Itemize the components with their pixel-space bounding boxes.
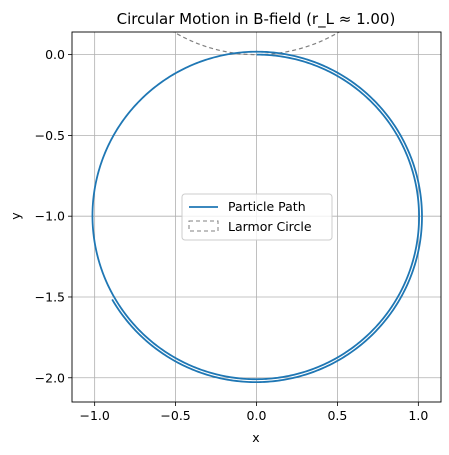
y-tick-label: −2.0 (35, 370, 65, 385)
y-ticks: 0.0 −0.5 −1.0 −1.5 −2.0 (35, 47, 72, 385)
x-tick-label: 0.5 (327, 408, 347, 423)
y-tick-label: −1.5 (35, 289, 65, 304)
legend: Particle Path Larmor Circle (181, 193, 333, 241)
x-ticks: −1.0 −0.5 0.0 0.5 1.0 (79, 402, 428, 423)
y-tick-label: −1.0 (35, 209, 65, 224)
legend-label-particle-path: Particle Path (228, 199, 306, 214)
legend-label-larmor-circle: Larmor Circle (228, 219, 312, 234)
y-tick-label: 0.0 (45, 47, 65, 62)
x-tick-label: 0.0 (247, 408, 267, 423)
legend-swatch-larmor-circle (188, 220, 219, 232)
x-tick-label: −0.5 (160, 408, 190, 423)
x-tick-label: −1.0 (79, 408, 109, 423)
chart-title: Circular Motion in B-field (r_L ≈ 1.00) (117, 10, 396, 29)
legend-box (181, 193, 333, 241)
x-tick-label: 1.0 (408, 408, 428, 423)
y-tick-label: −0.5 (35, 128, 65, 143)
particle-path-line (91, 50, 423, 384)
y-axis-label: y (8, 212, 23, 220)
x-axis-label: x (252, 430, 259, 445)
